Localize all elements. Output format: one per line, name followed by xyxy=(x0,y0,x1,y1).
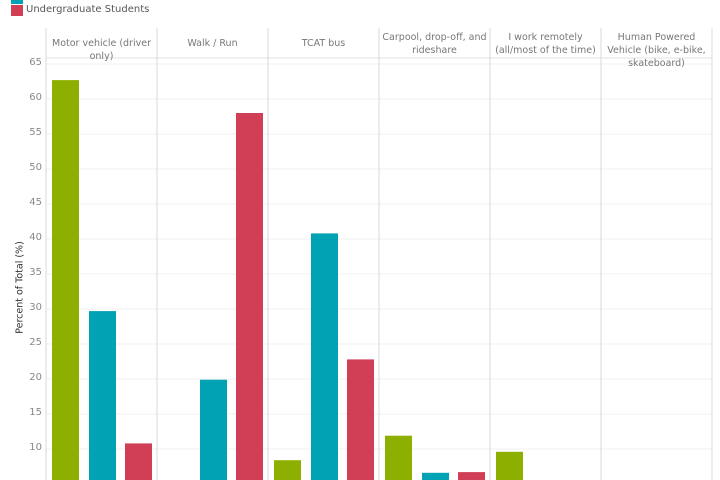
category-header: Carpool, drop-off, and rideshare xyxy=(382,32,487,56)
category-header: Motor vehicle (driver only) xyxy=(52,38,151,62)
y-tick-label: 65 xyxy=(29,57,42,68)
category-header: TCAT bus xyxy=(301,38,346,49)
legend-swatch-undergraduate xyxy=(11,5,23,16)
y-tick-label: 35 xyxy=(29,267,42,278)
legend-swatch-teal xyxy=(11,0,23,4)
category-header: Human Powered Vehicle (bike, e-bike, ska… xyxy=(607,32,706,69)
y-tick-label: 15 xyxy=(29,407,42,418)
bar xyxy=(311,233,338,480)
bar xyxy=(52,80,79,480)
bar xyxy=(89,311,116,480)
bar xyxy=(236,113,263,480)
legend-label-undergraduate: Undergraduate Students xyxy=(26,4,150,15)
bar xyxy=(125,443,152,480)
bar xyxy=(200,379,227,480)
bar xyxy=(274,460,301,480)
y-tick-label: 20 xyxy=(29,372,42,383)
y-tick-label: 55 xyxy=(29,127,42,138)
y-tick-label: 25 xyxy=(29,337,42,348)
y-tick-label: 60 xyxy=(29,92,42,103)
bar xyxy=(385,435,412,480)
bar xyxy=(496,451,523,480)
bar xyxy=(422,472,449,480)
y-tick-label: 30 xyxy=(29,302,42,313)
bar xyxy=(347,359,374,480)
y-tick-label: 50 xyxy=(29,162,42,173)
y-tick-label: 10 xyxy=(29,442,42,453)
y-tick-label: 45 xyxy=(29,197,42,208)
category-header: I work remotely (all/most of the time) xyxy=(495,32,596,56)
bar xyxy=(458,472,485,480)
y-axis-title: Percent of Total (%) xyxy=(14,241,26,334)
y-tick-label: 40 xyxy=(29,232,42,243)
category-header: Walk / Run xyxy=(187,38,238,49)
